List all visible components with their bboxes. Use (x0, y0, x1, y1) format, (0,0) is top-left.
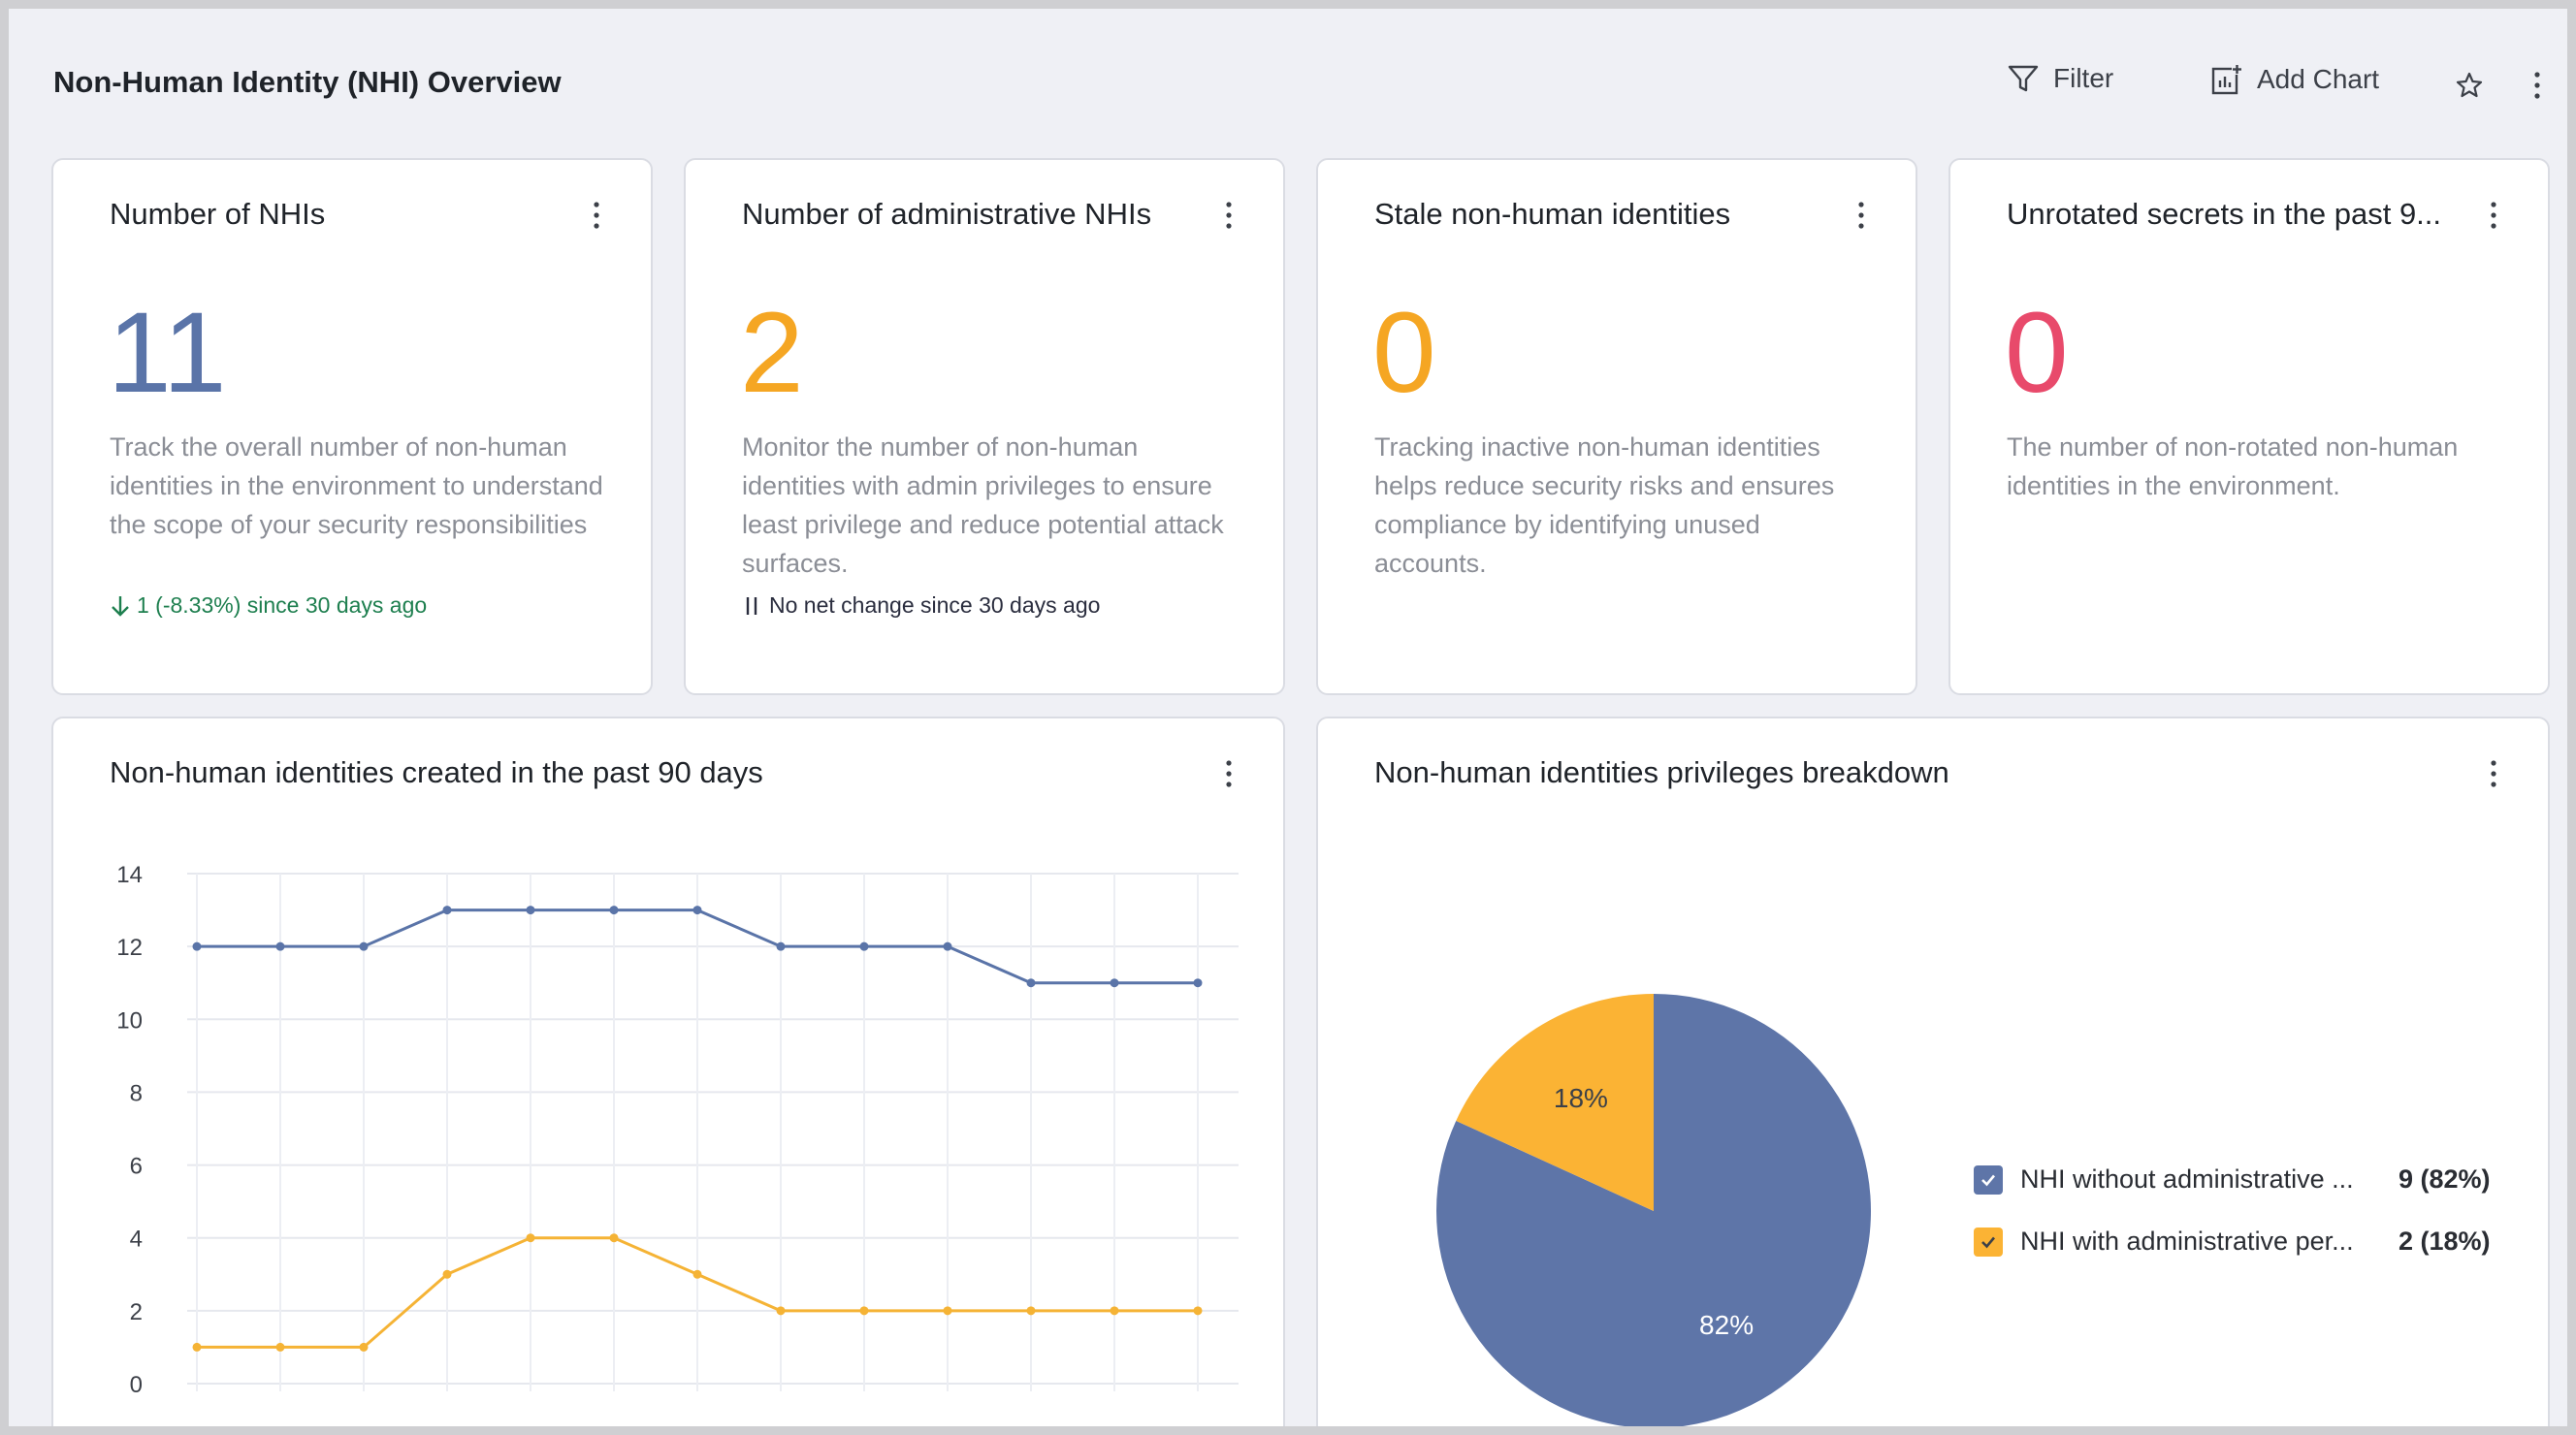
kpi-description: Monitor the number of non-human identiti… (742, 432, 1224, 578)
data-point (692, 1269, 702, 1279)
kpi-value: 2 (740, 289, 804, 417)
data-point (1026, 1306, 1036, 1316)
pie-slice-1 (1456, 994, 1654, 1211)
data-point (859, 1306, 869, 1316)
data-point (275, 941, 285, 951)
data-point (1110, 978, 1119, 988)
more-options-icon[interactable] (2530, 69, 2544, 102)
data-point (859, 941, 869, 951)
y-tick-label: 4 (130, 1227, 143, 1253)
kpi-description: Tracking inactive non-human identities h… (1374, 432, 1835, 578)
card-menu-icon[interactable] (585, 199, 608, 232)
chart-title: Non-human identities privileges breakdow… (1374, 755, 1949, 789)
data-point (943, 941, 952, 951)
data-point (1193, 1306, 1203, 1316)
kpi-title: Number of administrative NHIs (742, 197, 1152, 231)
data-point (692, 906, 702, 915)
legend-label: NHI with administrative per... (2020, 1227, 2354, 1256)
star-icon[interactable] (2455, 71, 2484, 100)
kpi-trend-text: 1 (-8.33%) since 30 days ago (137, 592, 428, 618)
kpi-card-unrotated-secrets: Unrotated secrets in the past 9... 0 The… (1948, 158, 2550, 695)
add-chart-icon (2211, 64, 2242, 95)
y-tick-label: 8 (130, 1080, 143, 1106)
legend-value: 9 (82%) (2399, 1164, 2491, 1194)
kpi-trend-text: No net change since 30 days ago (769, 592, 1101, 618)
kpi-trend: 1 (-8.33%) since 30 days ago (110, 592, 427, 619)
data-point (776, 1306, 786, 1316)
arrow-down-icon (112, 595, 129, 617)
add-chart-button[interactable]: Add Chart (2210, 63, 2379, 96)
add-chart-label: Add Chart (2257, 64, 2380, 94)
chart-title: Non-human identities created in the past… (110, 755, 763, 789)
kpi-card-number-of-nhis: Number of NHIs 11 Track the overall numb… (51, 158, 653, 695)
data-point (526, 1233, 535, 1243)
legend-item-without-admin[interactable]: NHI without administrative ... 9 (82%) (1974, 1164, 2491, 1195)
card-menu-icon[interactable] (2482, 757, 2505, 790)
filter-button[interactable]: Filter (2007, 63, 2113, 94)
kpi-title: Stale non-human identities (1374, 197, 1731, 231)
kpi-card-stale-nhis: Stale non-human identities 0 Tracking in… (1316, 158, 1917, 695)
kpi-value: 0 (2005, 289, 2069, 417)
pie-slice-label: 82% (1699, 1310, 1754, 1340)
card-menu-icon[interactable] (1217, 757, 1240, 790)
line-chart: 0 2 4 6 8 10 12 14 (116, 862, 1239, 1398)
legend-label: NHI without administrative ... (2020, 1164, 2354, 1194)
data-point (192, 941, 202, 951)
pie-slice-label: 18% (1554, 1083, 1608, 1113)
data-point (776, 941, 786, 951)
kpi-description: Track the overall number of non-human id… (110, 432, 603, 539)
card-menu-icon[interactable] (1850, 199, 1873, 232)
filter-icon (2008, 65, 2039, 92)
kpi-title: Unrotated secrets in the past 9... (2007, 197, 2442, 231)
data-point (609, 906, 619, 915)
data-point (609, 1233, 619, 1243)
data-point (275, 1342, 285, 1352)
kpi-value: 11 (108, 289, 227, 417)
checkbox-icon[interactable] (1974, 1227, 2003, 1257)
kpi-value: 0 (1372, 289, 1436, 417)
kpi-description: The number of non-rotated non-human iden… (2007, 432, 2459, 500)
legend-value: 2 (18%) (2399, 1227, 2491, 1256)
kpi-trend: No net change since 30 days ago (742, 592, 1100, 619)
y-tick-label: 6 (130, 1154, 143, 1180)
data-point (526, 906, 535, 915)
line-chart-card: Non-human identities created in the past… (51, 717, 1285, 1426)
y-tick-label: 2 (130, 1299, 143, 1325)
y-tick-label: 0 (130, 1372, 143, 1398)
data-point (442, 906, 452, 915)
kpi-card-administrative-nhis: Number of administrative NHIs 2 Monitor … (684, 158, 1285, 695)
data-point (359, 1342, 369, 1352)
data-point (943, 1306, 952, 1316)
card-menu-icon[interactable] (2482, 199, 2505, 232)
page-title: Non-Human Identity (NHI) Overview (53, 65, 562, 99)
no-change-icon (746, 596, 757, 615)
kpi-title: Number of NHIs (110, 197, 326, 231)
y-tick-label: 10 (116, 1007, 143, 1034)
checkbox-icon[interactable] (1974, 1164, 2003, 1195)
page-header: Non-Human Identity (NHI) Overview Filter… (9, 9, 2567, 154)
data-point (192, 1342, 202, 1352)
data-point (442, 1269, 452, 1279)
data-point (359, 941, 369, 951)
filter-label: Filter (2053, 63, 2114, 93)
data-point (1193, 978, 1203, 988)
y-tick-label: 14 (116, 862, 143, 888)
pie-chart: 82% 18% (1436, 994, 1871, 1426)
pie-chart-card: Non-human identities privileges breakdow… (1316, 717, 2550, 1426)
card-menu-icon[interactable] (1217, 199, 1240, 232)
data-point (1026, 978, 1036, 988)
y-tick-label: 12 (116, 935, 143, 961)
pie-slice-0 (1436, 994, 1871, 1426)
data-point (1110, 1306, 1119, 1316)
legend-item-with-admin[interactable]: NHI with administrative per... 2 (18%) (1974, 1227, 2491, 1257)
